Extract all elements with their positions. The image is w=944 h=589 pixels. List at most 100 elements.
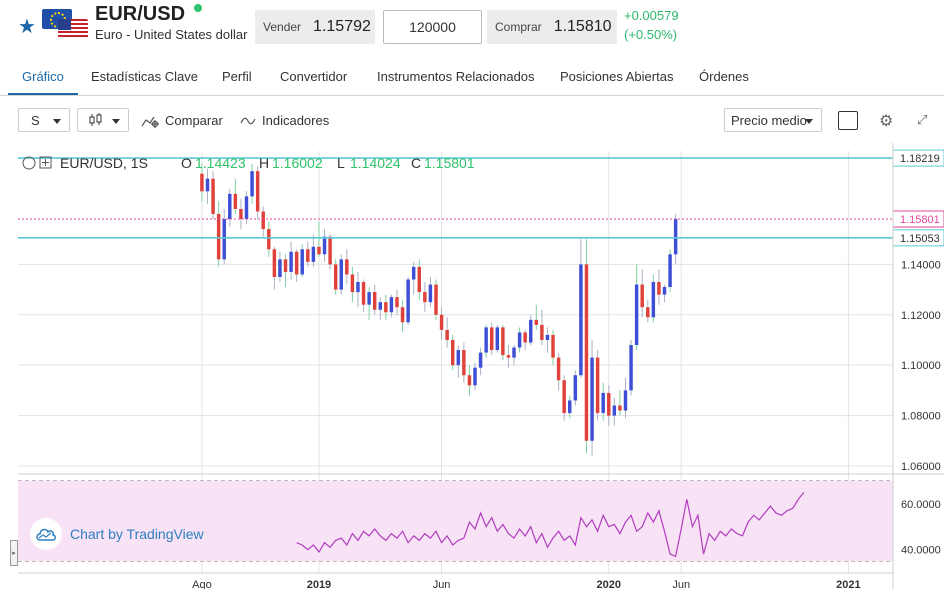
tradingview-badge[interactable]: Chart by TradingView <box>30 518 204 550</box>
candle-body <box>255 171 260 212</box>
candle-body <box>345 259 349 275</box>
candle-body <box>462 350 466 376</box>
candle-body <box>222 219 226 260</box>
us-flag-icon <box>58 19 88 39</box>
star-icon[interactable]: ★ <box>18 16 36 38</box>
collapse-icon[interactable] <box>22 156 36 170</box>
price-tick-label: 1.10000 <box>901 360 941 372</box>
candle-body <box>267 229 271 250</box>
indicators-button[interactable]: Indicadores <box>240 113 329 128</box>
quantity-input[interactable]: 120000 <box>383 10 482 44</box>
sell-button[interactable]: Vender 1.15792 <box>255 10 375 44</box>
candle-body <box>456 350 461 366</box>
candle-body <box>417 266 422 293</box>
candle-body <box>200 173 204 192</box>
candle-body <box>434 284 438 315</box>
candle-body <box>489 327 494 351</box>
candle-body <box>512 347 516 358</box>
candle-body <box>601 392 605 414</box>
candle-body <box>623 390 628 411</box>
tab-perfil[interactable]: Perfil <box>222 69 252 84</box>
tab-posiciones-abiertas[interactable]: Posiciones Abiertas <box>560 69 674 84</box>
candle-body <box>294 251 299 275</box>
candle-body <box>573 375 578 401</box>
pane-resize-handle[interactable]: ▸ <box>10 540 18 566</box>
candle-body <box>590 357 594 441</box>
tab-grafico[interactable]: Gráfico <box>22 69 64 84</box>
legend-low-label: L <box>337 155 345 171</box>
candle-body <box>584 264 589 441</box>
fullscreen-icon[interactable]: ⤢ <box>917 112 928 127</box>
tradingview-label: Chart by TradingView <box>70 526 204 542</box>
time-tick-label: 2020 <box>597 579 621 589</box>
legend-close-label: C <box>411 155 421 171</box>
legend-close-value: 1.15801 <box>424 155 475 171</box>
candle-body <box>501 327 505 356</box>
price-type-value: Precio medio <box>731 112 807 128</box>
candle-body <box>506 355 511 358</box>
candle-body <box>445 329 449 340</box>
candle-body <box>523 332 527 343</box>
candle-body <box>484 327 488 353</box>
chart-legend: EUR/USD, 1S O 1.14423 H 1.16002 L 1.1402… <box>22 155 475 171</box>
candle-body <box>551 334 555 358</box>
candle-body <box>646 307 650 318</box>
legend-open-label: O <box>181 155 192 171</box>
legend-title: EUR/USD, 1S <box>60 155 148 171</box>
candle-body <box>595 357 600 414</box>
buy-label: Comprar <box>495 20 542 34</box>
candle-body <box>384 302 388 313</box>
candle-body <box>372 292 377 310</box>
expand-legend-icon[interactable] <box>39 156 52 169</box>
candle-body <box>205 178 210 192</box>
gear-icon[interactable]: ⚙ <box>879 113 894 130</box>
indicator-tick-label: 60.0000 <box>901 499 941 511</box>
candle-body <box>529 319 533 343</box>
candle-body <box>568 400 572 414</box>
toggle-square-button[interactable] <box>838 111 858 130</box>
indicator-series <box>296 492 805 558</box>
tab-convertidor[interactable]: Convertidor <box>280 69 348 84</box>
candle-body <box>250 171 254 197</box>
tab-ordenes[interactable]: Órdenes <box>699 69 749 84</box>
candle-body <box>545 334 550 340</box>
candle-body <box>478 352 483 368</box>
candle-body <box>306 249 310 262</box>
interval-select[interactable]: S <box>18 108 70 132</box>
time-tick-label: 2019 <box>307 579 331 589</box>
candle-body <box>495 327 500 351</box>
horizontal-line-label: 1.15053 <box>900 233 940 245</box>
chevron-down-icon <box>53 119 61 124</box>
chart-toolbar: S Comparar Indicadores Precio medio ⚙ ⤢ <box>0 101 944 139</box>
candle-body <box>233 193 238 209</box>
change-percent: (+0.50%) <box>624 27 678 42</box>
candle-body <box>272 249 277 277</box>
buy-button[interactable]: Comprar 1.15810 <box>487 10 617 44</box>
price-type-select[interactable]: Precio medio <box>724 108 822 132</box>
candle-body <box>423 292 427 303</box>
candlestick-series <box>200 163 678 456</box>
chart-type-select[interactable] <box>77 108 129 132</box>
indicators-icon <box>240 117 256 124</box>
candle-body <box>289 251 293 272</box>
candle-body <box>618 405 622 411</box>
candle-body <box>361 282 366 305</box>
candle-body <box>239 208 243 220</box>
compare-button[interactable]: Comparar <box>141 113 223 128</box>
active-tab-indicator <box>8 93 78 95</box>
candle-body <box>556 357 561 381</box>
candle-body <box>389 297 394 313</box>
indicators-label: Indicadores <box>262 113 330 128</box>
candle-body <box>333 264 338 290</box>
candle-body <box>612 405 617 416</box>
candle-body <box>278 259 282 277</box>
candle-body <box>283 259 288 272</box>
tab-estadisticas-clave[interactable]: Estadísticas Clave <box>91 69 198 84</box>
price-chart[interactable]: 1.18219 1.15053 1.15801 1.06000 1.08000 1.10… <box>0 143 944 589</box>
tab-bar: Gráfico Estadísticas Clave Perfil Conver… <box>0 58 944 96</box>
tab-instrumentos-relacionados[interactable]: Instrumentos Relacionados <box>377 69 535 84</box>
candle-body <box>428 284 433 303</box>
candle-body <box>395 297 399 308</box>
candle-body <box>450 339 455 366</box>
compare-label: Comparar <box>165 113 223 128</box>
